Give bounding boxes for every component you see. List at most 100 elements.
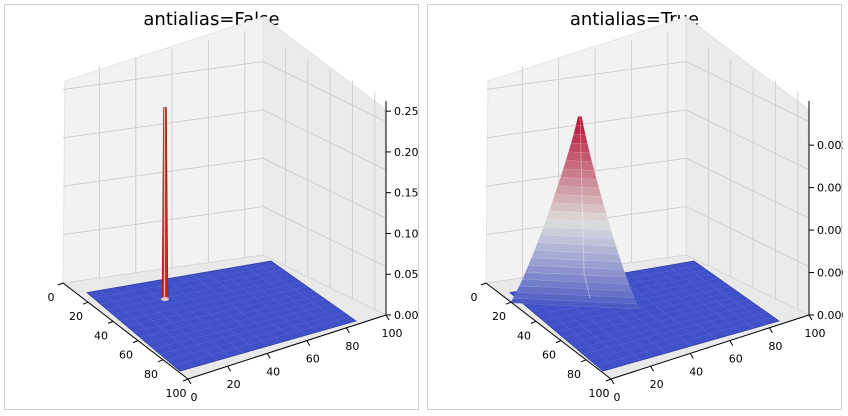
gridline bbox=[262, 109, 387, 171]
z-tick-label: 0.20 bbox=[394, 146, 419, 159]
x-tick-label: 40 bbox=[517, 329, 531, 342]
x-tick bbox=[107, 320, 114, 324]
gridline bbox=[262, 206, 387, 268]
x-tick-label: 0 bbox=[48, 291, 55, 304]
surface-mesh bbox=[641, 269, 729, 336]
gridline bbox=[62, 61, 264, 91]
x-axis-line bbox=[485, 282, 612, 380]
y-tick bbox=[345, 327, 350, 334]
surface-mesh bbox=[563, 294, 743, 338]
x-tick bbox=[82, 301, 89, 305]
surface-mesh bbox=[667, 265, 755, 329]
z-tick-label: 0.25 bbox=[394, 105, 419, 118]
surface-mesh bbox=[576, 303, 755, 349]
surface-mesh bbox=[146, 299, 326, 344]
y-tick-label: 80 bbox=[768, 340, 782, 353]
z-tick-label: 0.05 bbox=[394, 268, 419, 281]
y-axis-line bbox=[187, 314, 387, 380]
x-tick bbox=[182, 378, 189, 382]
gridline bbox=[685, 109, 810, 171]
x-tick-label: 80 bbox=[144, 368, 158, 381]
y-axis-line bbox=[610, 314, 810, 380]
surface-mesh bbox=[680, 263, 767, 325]
x-tick-label: 80 bbox=[567, 368, 581, 381]
surface-mesh bbox=[654, 267, 742, 332]
surface-mesh bbox=[218, 269, 306, 336]
surface-mesh bbox=[596, 316, 774, 366]
z-tick-label: 0.00 bbox=[394, 309, 419, 322]
gridline bbox=[685, 61, 810, 122]
y-tick-label: 0 bbox=[191, 391, 198, 404]
x-tick bbox=[132, 340, 139, 344]
y-tick bbox=[227, 365, 232, 372]
gridline bbox=[62, 109, 264, 139]
x-tick-label: 20 bbox=[492, 310, 506, 323]
y-tick bbox=[306, 340, 311, 346]
x-tick-label: 100 bbox=[166, 387, 187, 400]
x-tick bbox=[605, 378, 612, 382]
surface-mesh bbox=[191, 274, 281, 343]
x-tick-label: 60 bbox=[542, 349, 556, 362]
surface-mesh bbox=[159, 307, 338, 355]
gridline bbox=[485, 109, 687, 139]
gridline bbox=[262, 157, 387, 219]
x-axis-line bbox=[62, 282, 189, 380]
y-tick bbox=[610, 378, 615, 385]
y-tick-label: 100 bbox=[382, 327, 403, 340]
x-tick-label: 100 bbox=[589, 387, 610, 400]
z-tick-label: 0.15 bbox=[394, 187, 419, 200]
surface-peak-ridge bbox=[579, 116, 591, 299]
surface-mesh bbox=[153, 303, 332, 349]
y-tick-label: 80 bbox=[345, 340, 359, 353]
gridline bbox=[685, 157, 810, 219]
surface-mesh bbox=[589, 312, 767, 361]
x-tick-label: 60 bbox=[119, 349, 133, 362]
y-tick-label: 40 bbox=[266, 365, 280, 378]
surface-mesh bbox=[173, 316, 351, 366]
plot-panel-antialias-true: antialias=True 0 20 40 60 80 100 0 20 40 60 80 100 0… bbox=[427, 4, 843, 410]
y-tick bbox=[689, 353, 694, 359]
surface-plot-antialias-true: 0 20 40 60 80 100 0 20 40 60 80 100 0.0000 0.0005 0.00… bbox=[471, 15, 843, 404]
x-tick-label: 20 bbox=[69, 310, 83, 323]
surface-peak-band bbox=[565, 151, 593, 162]
z-tick-label: 0.0015 bbox=[817, 182, 843, 195]
y-tick-label: 0 bbox=[614, 391, 621, 404]
z-tick-label: 0.0005 bbox=[817, 267, 843, 280]
y-tick-label: 60 bbox=[306, 353, 320, 366]
surface-mesh bbox=[257, 263, 344, 325]
y-tick-label: 100 bbox=[805, 327, 826, 340]
z-tick-label: 0.0010 bbox=[817, 224, 843, 237]
surface-peak-band bbox=[573, 125, 586, 135]
x-tick bbox=[57, 282, 64, 286]
y-tick bbox=[650, 365, 655, 372]
y-tick-label: 20 bbox=[227, 378, 241, 391]
gridline bbox=[262, 61, 387, 122]
surface-mesh bbox=[231, 267, 319, 332]
y-tick bbox=[808, 314, 813, 321]
surface-peak-band bbox=[562, 160, 595, 171]
x-tick bbox=[580, 359, 587, 363]
x-tick bbox=[555, 340, 562, 344]
surface-peak-band bbox=[568, 142, 591, 153]
x-tick-label: 0 bbox=[471, 291, 478, 304]
surface-peak-band bbox=[570, 133, 588, 144]
surface-base bbox=[85, 260, 357, 372]
z-tick-label: 0.0000 bbox=[817, 309, 843, 322]
surface-mesh bbox=[628, 272, 717, 340]
y-tick-label: 40 bbox=[689, 365, 703, 378]
y-tick bbox=[187, 378, 192, 385]
x-tick bbox=[505, 301, 512, 305]
y-tick bbox=[768, 327, 773, 334]
surface-mesh bbox=[140, 294, 320, 338]
y-tick bbox=[385, 314, 390, 321]
x-tick-label: 40 bbox=[94, 329, 108, 342]
plot-panel-antialias-false: antialias=False 0 20 40 60 80 100 0 20 40 60 80 100… bbox=[4, 4, 419, 410]
y-tick-label: 20 bbox=[650, 378, 664, 391]
y-tick bbox=[729, 340, 734, 346]
surface-mesh bbox=[205, 272, 294, 340]
gridline bbox=[485, 61, 687, 91]
y-tick bbox=[266, 353, 271, 359]
surface-mesh bbox=[582, 307, 761, 355]
gridline bbox=[685, 206, 810, 268]
